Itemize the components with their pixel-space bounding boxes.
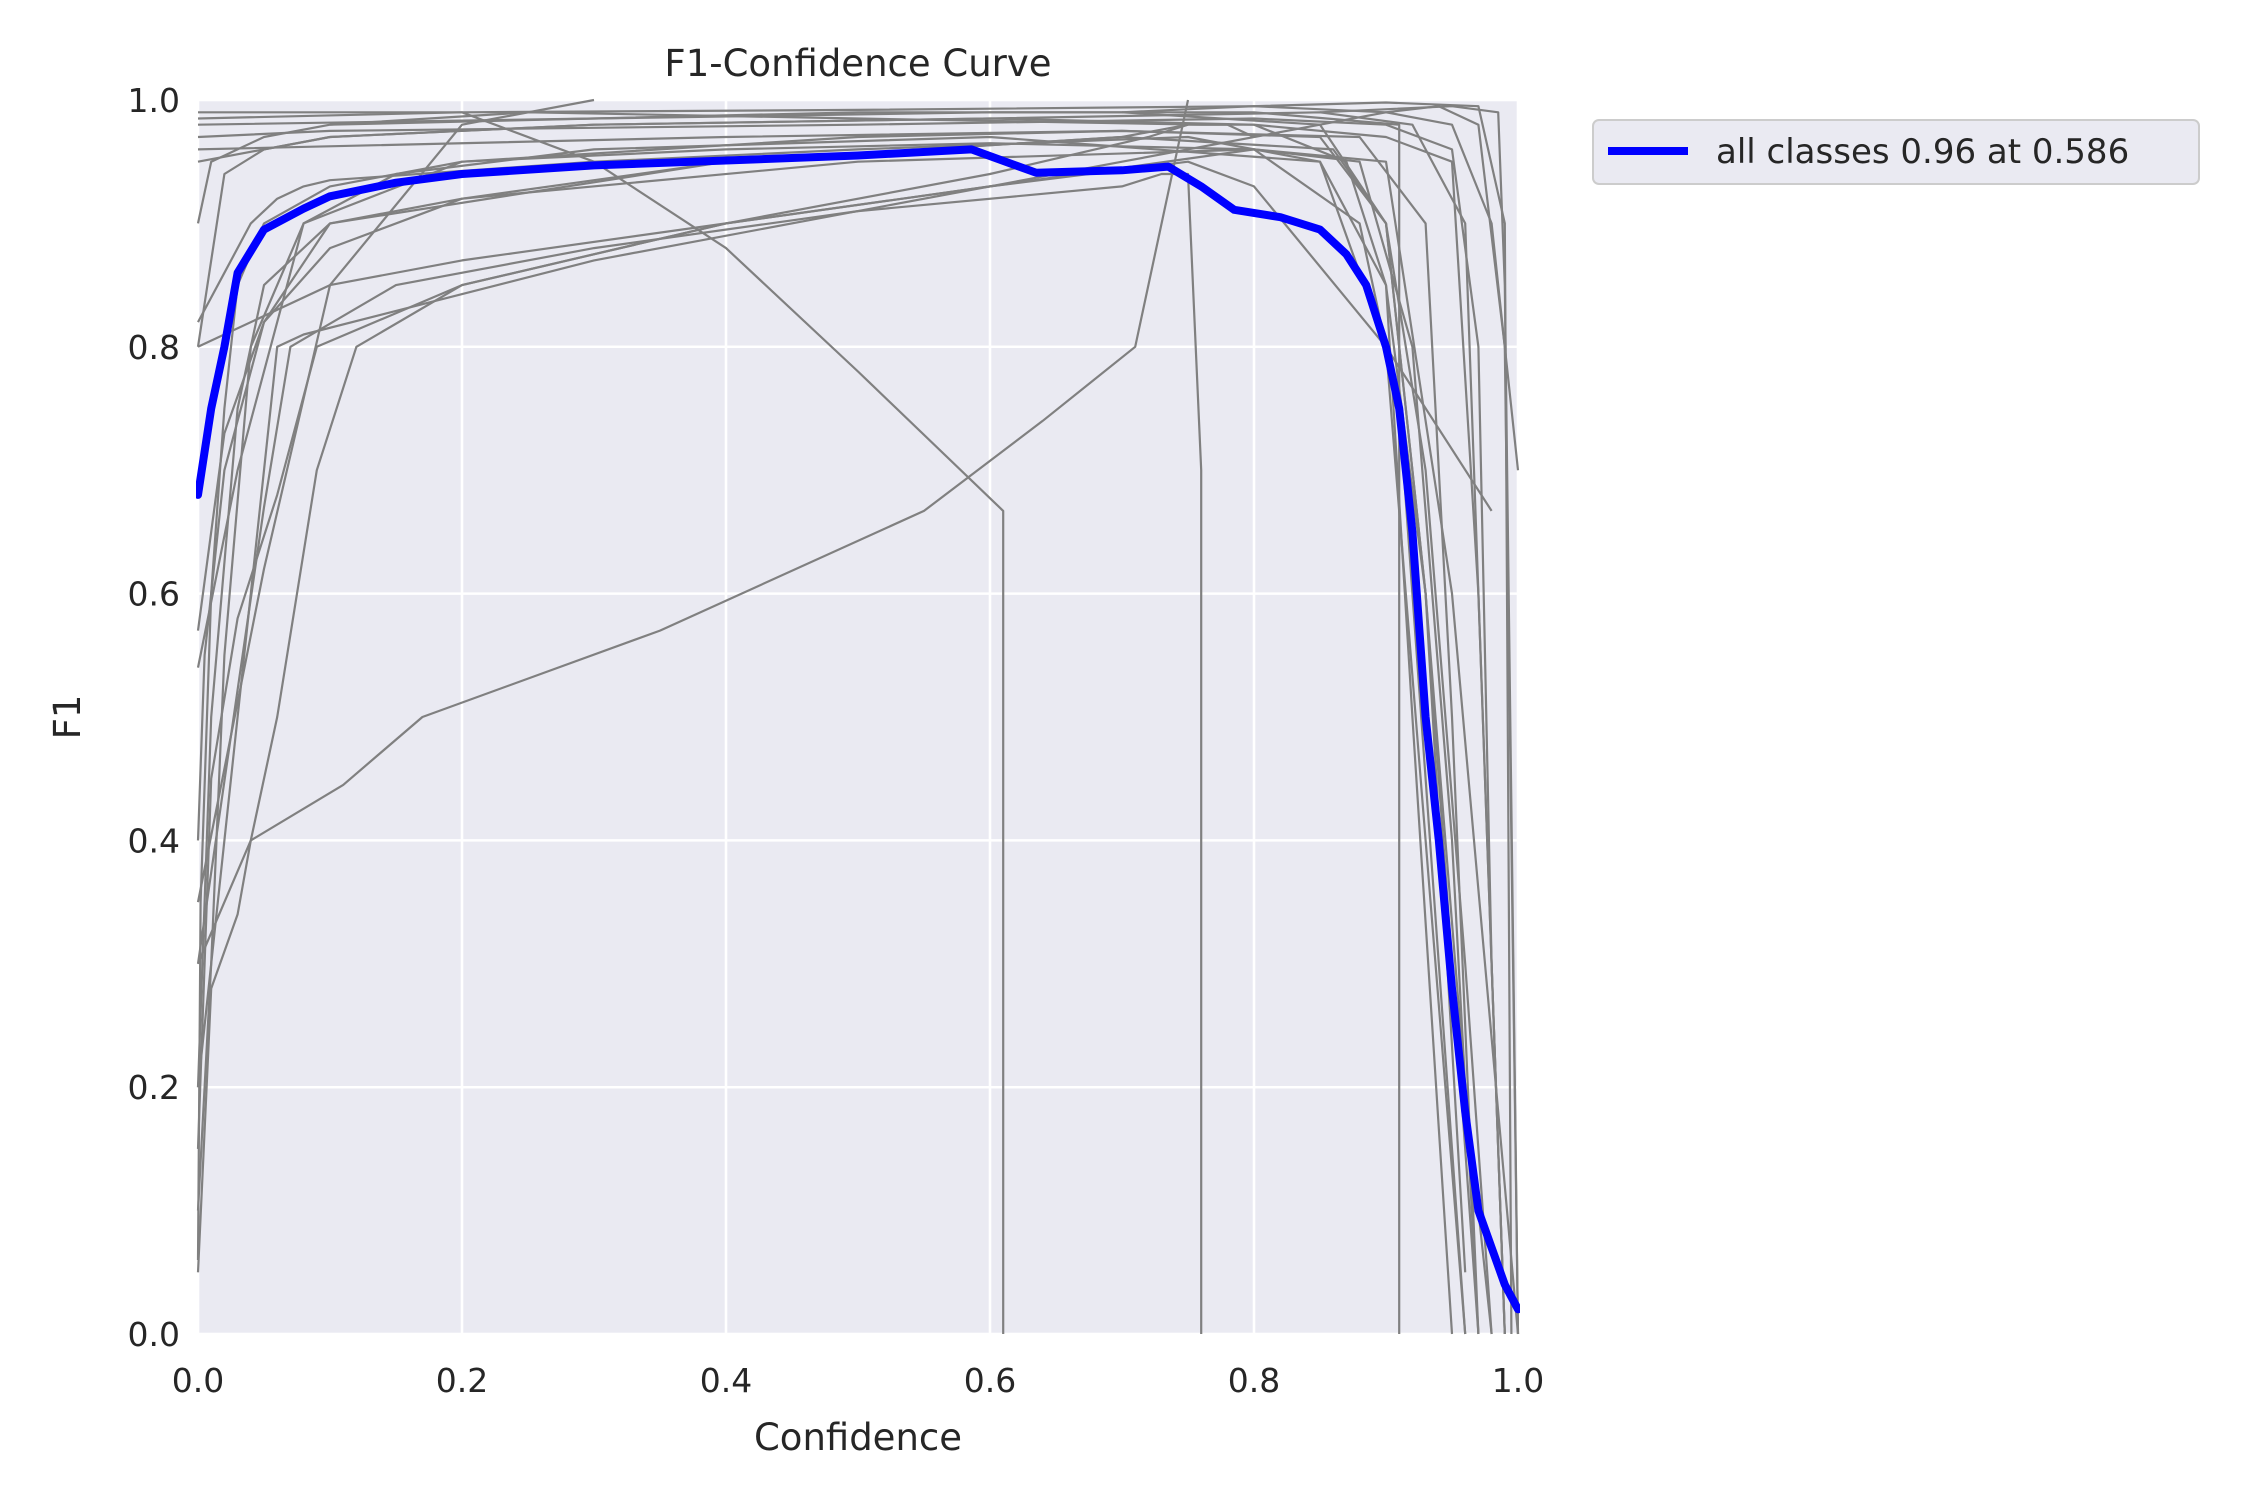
class-curve-22 <box>197 117 1506 1335</box>
y-tick-label: 0.2 <box>128 1068 180 1107</box>
x-tick-label: 0.4 <box>700 1361 752 1400</box>
grid <box>196 98 1520 1336</box>
class-curve-6 <box>196 148 1480 1335</box>
class-curve-14 <box>196 99 1190 965</box>
x-tick-label: 1.0 <box>1492 1361 1544 1400</box>
y-axis-label: F1 <box>46 695 89 740</box>
tick-labels: 0.0 0.2 0.4 0.6 0.8 1.0 0.0 0.2 0.4 0.6 0.8 1.0 <box>128 81 1545 1400</box>
legend-label-all-classes: all classes 0.96 at 0.586 <box>1716 132 2129 172</box>
chart-title: F1-Confidence Curve <box>664 42 1051 85</box>
class-curve-21 <box>196 105 1520 1335</box>
x-axis-label: Confidence <box>754 1416 962 1459</box>
class-curve-10 <box>197 111 1506 1335</box>
legend: all classes 0.96 at 0.586 <box>1592 119 2200 185</box>
y-tick-label: 1.0 <box>128 81 180 120</box>
y-tick-label: 0.4 <box>128 821 180 860</box>
x-tick-label: 0.8 <box>1228 1361 1280 1400</box>
x-tick-label: 0.2 <box>436 1361 488 1400</box>
class-curve-16 <box>198 111 1005 1334</box>
series-layer <box>196 98 1520 1335</box>
y-tick-label: 0.8 <box>128 328 180 367</box>
legend-frame <box>1592 119 2200 185</box>
class-curve-25 <box>1319 105 1520 1335</box>
class-curve-23 <box>197 129 1480 1335</box>
y-tick-label: 0.0 <box>128 1315 180 1354</box>
x-tick-label: 0.6 <box>964 1361 1016 1400</box>
x-tick-label: 0.0 <box>172 1361 224 1400</box>
y-tick-label: 0.6 <box>128 575 180 614</box>
class-curve-20 <box>196 123 1189 1149</box>
all-classes-curve <box>196 145 1520 1314</box>
